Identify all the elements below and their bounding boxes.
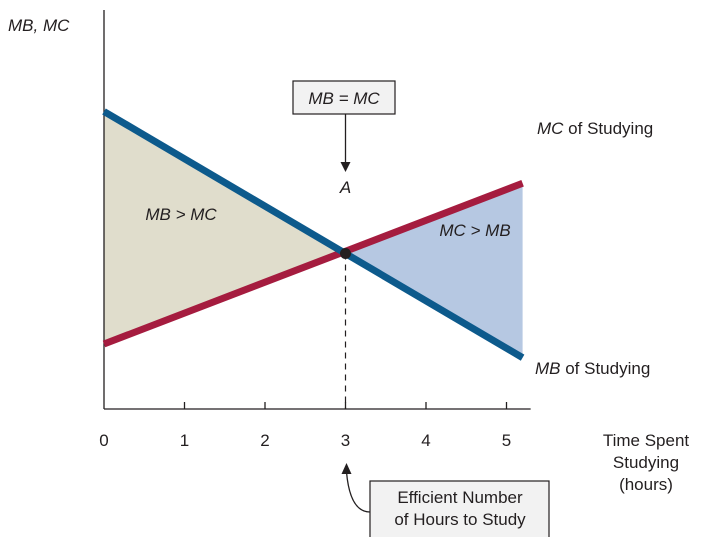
shaded-regions bbox=[104, 111, 523, 358]
x-tick-label: 4 bbox=[421, 431, 430, 450]
mb-equals-mc-box bbox=[292, 80, 396, 115]
x-tick-label: 1 bbox=[180, 431, 189, 450]
x-axis-label-line: Time Spent bbox=[603, 431, 690, 450]
bottom-arrow-head bbox=[341, 463, 352, 474]
x-axis-label-line: (hours) bbox=[619, 475, 673, 494]
x-tick-label: 0 bbox=[99, 431, 108, 450]
x-tick-label: 2 bbox=[260, 431, 269, 450]
mb-line bbox=[102, 108, 525, 361]
equilibrium-point bbox=[340, 248, 351, 260]
x-tick-label: 3 bbox=[341, 431, 350, 450]
x-tick-label: 5 bbox=[502, 431, 511, 450]
mb-series-label: MB of Studying bbox=[535, 359, 650, 378]
region-mc-greater bbox=[345, 183, 523, 358]
y-axis-label: MB, MC bbox=[8, 16, 70, 35]
x-axis-label-line: Studying bbox=[613, 453, 679, 472]
region-label-mc-greater: MC > MB bbox=[439, 221, 510, 240]
mb-equals-mc-label: MB = MC bbox=[308, 89, 380, 108]
series-lines bbox=[102, 108, 525, 361]
efficient-hours-label-line: Efficient Number bbox=[397, 488, 523, 507]
bottom-arrow-curve bbox=[345, 471, 371, 513]
region-label-mb-greater: MB > MC bbox=[145, 205, 217, 224]
labels: 0 1 2 3 4 5 MB, MC Time Spent Studying (hours) MB … bbox=[8, 16, 689, 529]
efficient-hours-label-line: of Hours to Study bbox=[394, 510, 526, 529]
equilibrium-label: A bbox=[339, 178, 351, 197]
region-mb-greater bbox=[104, 111, 346, 345]
top-arrow-head bbox=[340, 162, 351, 172]
efficient-hours-box bbox=[369, 480, 550, 537]
mc-series-label: MC of Studying bbox=[537, 119, 653, 138]
mc-line bbox=[102, 180, 524, 348]
annotations bbox=[292, 80, 550, 537]
